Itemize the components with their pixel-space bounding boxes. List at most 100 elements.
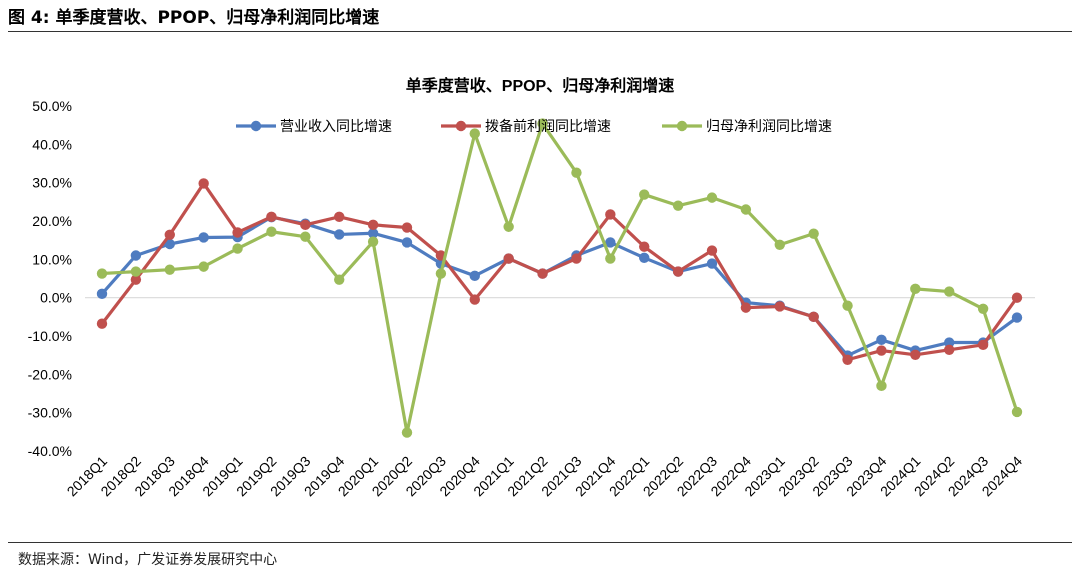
y-axis: 50.0% 40.0% 30.0% 20.0% 10.0% 0.0% -10.0% -20.0…: [28, 98, 1035, 459]
legend-marker: [676, 120, 688, 132]
data-point: [537, 268, 548, 279]
data-point: [367, 236, 379, 247]
data-point: [96, 318, 108, 329]
data-point: [130, 274, 142, 285]
data-point: [842, 354, 853, 365]
data-point: [571, 167, 582, 178]
series-line: [100, 181, 1019, 362]
data-point: [164, 229, 175, 240]
data-point: [198, 261, 209, 272]
data-point: [232, 243, 243, 254]
data-point: [401, 222, 413, 233]
data-point: [503, 221, 514, 232]
data-point: [639, 189, 650, 200]
data-point: [300, 231, 311, 242]
y-tick-label: -40.0%: [28, 443, 72, 459]
series-2: [96, 178, 1023, 365]
legend-item: 归母净利润同比增速: [662, 118, 832, 134]
data-point: [130, 250, 142, 261]
data-point: [605, 253, 616, 264]
data-point: [944, 337, 955, 348]
legend-label: 营业收入同比增速: [280, 118, 392, 134]
data-point: [334, 211, 345, 222]
data-point: [876, 334, 887, 346]
data-point: [571, 253, 582, 264]
data-point: [367, 219, 379, 231]
legend-item: 营业收入同比增速: [236, 118, 392, 134]
data-point: [774, 301, 785, 312]
legend-label: 拨备前利润同比增速: [485, 118, 611, 134]
data-point: [910, 349, 921, 360]
bottom-divider: [8, 542, 1072, 543]
data-point: [503, 253, 514, 264]
data-point: [1011, 312, 1023, 323]
data-point: [334, 229, 345, 240]
data-point: [740, 302, 752, 313]
figure-title: 图 4: 单季度营收、PPOP、归母净利润同比增速: [8, 8, 380, 28]
source-note: 数据来源：Wind，广发证券发展研究中心: [18, 552, 278, 568]
series-group: [96, 118, 1023, 438]
line-chart: 单季度营收、PPOP、归母净利润增速 50.0% 40.0% 30.0% 20.0% 1…: [28, 76, 1035, 500]
data-point: [435, 268, 447, 279]
data-point: [944, 286, 955, 297]
data-point: [876, 345, 887, 356]
x-axis: 2018Q12018Q22018Q32018Q42019Q12019Q22019…: [64, 453, 1026, 500]
y-tick-label: 20.0%: [32, 213, 72, 229]
y-tick-label: -30.0%: [28, 405, 72, 421]
legend: 营业收入同比增速 拨备前利润同比增速 归母净利润同比增速: [236, 118, 832, 134]
data-point: [1011, 292, 1023, 303]
data-point: [300, 219, 311, 231]
data-point: [944, 344, 955, 355]
y-tick-label: 40.0%: [32, 136, 72, 152]
series-line: [101, 122, 1019, 435]
legend-label: 归母净利润同比增速: [706, 118, 832, 134]
data-point: [96, 268, 108, 279]
data-point: [469, 294, 480, 305]
data-point: [842, 300, 853, 311]
data-point: [367, 228, 379, 239]
data-point: [1011, 406, 1023, 418]
legend-marker: [455, 120, 467, 132]
y-tick-label: -20.0%: [28, 366, 72, 382]
data-point: [469, 128, 480, 139]
data-point: [910, 283, 921, 295]
data-point: [706, 245, 718, 256]
data-point: [96, 288, 108, 300]
data-point: [706, 258, 718, 269]
data-point: [672, 266, 684, 277]
data-point: [706, 192, 718, 203]
data-point: [672, 200, 684, 211]
data-point: [977, 339, 989, 351]
data-point: [537, 118, 548, 129]
data-point: [876, 380, 887, 392]
y-tick-label: 50.0%: [32, 98, 72, 114]
data-point: [130, 266, 142, 277]
data-point: [198, 178, 209, 189]
y-tick-label: 10.0%: [32, 251, 72, 267]
legend-item: 拨备前利润同比增速: [441, 118, 611, 134]
data-point: [164, 264, 175, 275]
data-point: [401, 427, 413, 438]
data-point: [605, 237, 616, 248]
data-point: [266, 226, 277, 237]
data-point: [639, 241, 650, 252]
data-point: [639, 252, 650, 263]
data-point: [164, 238, 175, 250]
data-point: [266, 211, 277, 222]
legend-marker: [250, 120, 262, 132]
data-point: [977, 303, 989, 314]
data-point: [808, 228, 819, 239]
data-point: [740, 204, 752, 215]
top-divider: [8, 31, 1072, 32]
data-point: [469, 270, 480, 282]
data-point: [605, 209, 616, 220]
data-point: [232, 227, 243, 238]
chart-title: 单季度营收、PPOP、归母净利润增速: [406, 76, 674, 95]
data-point: [808, 311, 819, 323]
data-point: [401, 237, 413, 248]
y-tick-label: 0.0%: [40, 290, 72, 306]
y-tick-label: -10.0%: [28, 328, 72, 344]
data-point: [334, 274, 345, 285]
series-3: [96, 118, 1023, 438]
y-tick-label: 30.0%: [32, 175, 72, 191]
